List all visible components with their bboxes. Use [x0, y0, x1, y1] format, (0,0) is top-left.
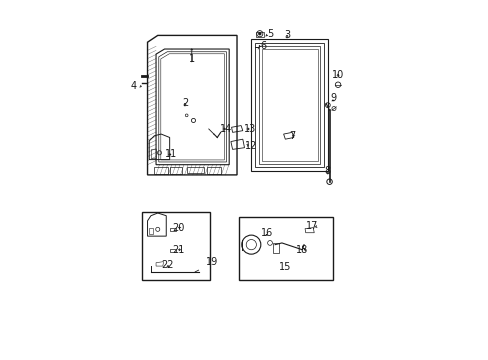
Bar [149, 228, 153, 234]
Bar [273, 243, 278, 253]
Bar [256, 32, 264, 37]
Text: 7: 7 [288, 131, 295, 141]
Text: 15: 15 [279, 262, 291, 272]
Circle shape [258, 32, 261, 35]
Text: 6: 6 [260, 41, 266, 51]
Text: 3: 3 [284, 30, 289, 40]
Text: 21: 21 [172, 245, 184, 255]
Text: 18: 18 [296, 245, 308, 255]
Bar [186, 167, 203, 173]
Text: 22: 22 [162, 260, 174, 270]
Bar [151, 149, 156, 158]
Text: 19: 19 [205, 257, 218, 267]
Text: 9: 9 [329, 93, 335, 103]
Text: 11: 11 [165, 149, 177, 159]
Text: 5: 5 [266, 29, 273, 39]
Text: 8: 8 [324, 166, 330, 176]
Bar [239, 217, 332, 280]
Text: 2: 2 [182, 98, 188, 108]
Text: 10: 10 [331, 69, 344, 80]
Bar [142, 212, 210, 280]
Bar [154, 167, 167, 174]
Text: 17: 17 [305, 221, 318, 231]
Text: 4: 4 [131, 81, 137, 91]
Bar [169, 167, 181, 174]
Text: 14: 14 [219, 124, 231, 134]
Bar [206, 167, 220, 174]
Text: 16: 16 [260, 228, 272, 238]
Text: 13: 13 [243, 124, 255, 134]
Text: 1: 1 [188, 54, 194, 64]
Text: 20: 20 [172, 222, 184, 233]
Text: 12: 12 [244, 141, 257, 151]
